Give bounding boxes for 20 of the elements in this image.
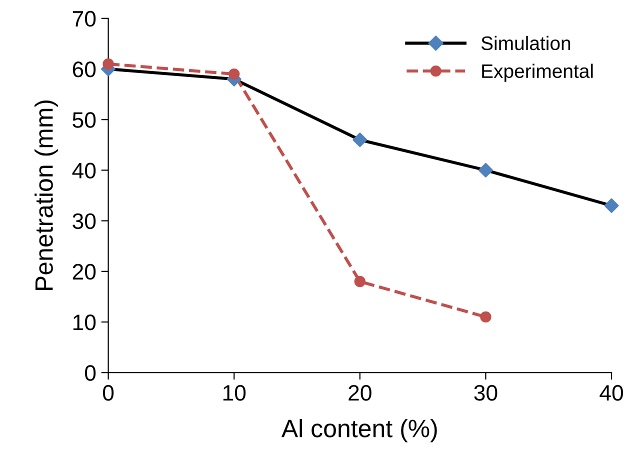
x-tick-label: 20 bbox=[348, 384, 372, 401]
y-tick-label: 30 bbox=[72, 213, 96, 230]
y-tick-label: 40 bbox=[72, 162, 96, 178]
x-tick-label: 0 bbox=[102, 384, 114, 401]
y-axis-title: Penetration (mm) bbox=[34, 100, 58, 290]
y-tick-label: 0 bbox=[84, 365, 96, 381]
x-axis-title: Al content (%) bbox=[281, 419, 437, 442]
y-tick-label: 70 bbox=[72, 10, 96, 27]
x-tick-label: 40 bbox=[600, 384, 624, 401]
y-tick-label: 10 bbox=[73, 314, 96, 330]
legend-label: Simulation bbox=[481, 36, 570, 50]
point bbox=[604, 198, 619, 213]
y-tick-label: 50 bbox=[72, 112, 96, 128]
y-tick-label: 60 bbox=[72, 62, 96, 78]
point bbox=[352, 132, 368, 148]
y-tick-label: 20 bbox=[72, 264, 96, 280]
x-tick-label: 10 bbox=[223, 384, 246, 401]
legend-label: Experimental bbox=[482, 64, 593, 82]
x-tick-label: 30 bbox=[474, 384, 498, 401]
point bbox=[478, 162, 493, 178]
